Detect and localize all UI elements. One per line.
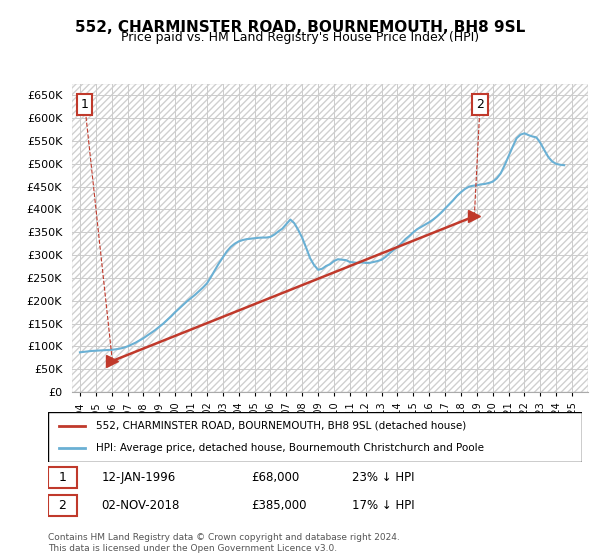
Text: HPI: Average price, detached house, Bournemouth Christchurch and Poole: HPI: Average price, detached house, Bour…	[96, 443, 484, 453]
Text: 23% ↓ HPI: 23% ↓ HPI	[352, 471, 415, 484]
Text: 1: 1	[58, 471, 67, 484]
Text: 552, CHARMINSTER ROAD, BOURNEMOUTH, BH8 9SL (detached house): 552, CHARMINSTER ROAD, BOURNEMOUTH, BH8 …	[96, 421, 466, 431]
Text: 02-NOV-2018: 02-NOV-2018	[101, 499, 180, 512]
Text: 12-JAN-1996: 12-JAN-1996	[101, 471, 176, 484]
Text: 17% ↓ HPI: 17% ↓ HPI	[352, 499, 415, 512]
FancyBboxPatch shape	[48, 495, 77, 516]
FancyBboxPatch shape	[48, 467, 77, 488]
Text: Price paid vs. HM Land Registry's House Price Index (HPI): Price paid vs. HM Land Registry's House …	[121, 31, 479, 44]
Text: £385,000: £385,000	[251, 499, 307, 512]
Text: 2: 2	[58, 499, 67, 512]
Text: £68,000: £68,000	[251, 471, 299, 484]
Text: 2: 2	[476, 98, 484, 111]
FancyBboxPatch shape	[48, 412, 582, 462]
Text: 552, CHARMINSTER ROAD, BOURNEMOUTH, BH8 9SL: 552, CHARMINSTER ROAD, BOURNEMOUTH, BH8 …	[75, 20, 525, 35]
Text: 1: 1	[81, 98, 89, 111]
Text: Contains HM Land Registry data © Crown copyright and database right 2024.
This d: Contains HM Land Registry data © Crown c…	[48, 533, 400, 553]
